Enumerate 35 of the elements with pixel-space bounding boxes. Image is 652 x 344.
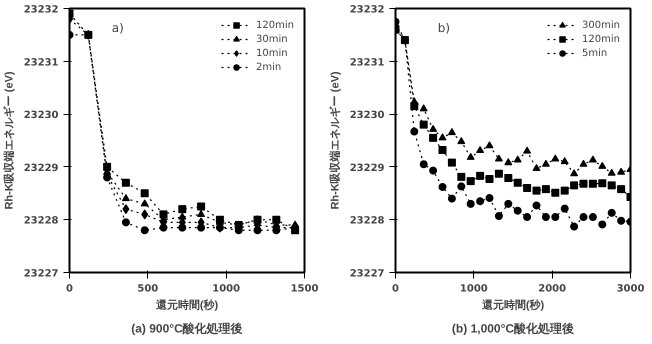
y-tick-label: 23230 — [350, 110, 385, 122]
y-axis-title: Rh-K吸収端エネルギー (eV) — [328, 71, 342, 210]
y-tick-label: 23230 — [24, 110, 59, 122]
x-tick-label: 500 — [137, 284, 158, 294]
x-tick-label: 1500 — [290, 284, 318, 294]
legend-label: 2min — [256, 60, 282, 74]
legend-label: 10min — [256, 46, 288, 60]
y-tick-label: 23229 — [350, 162, 385, 174]
text: (b) 1,000°C酸化処理後 — [452, 322, 574, 336]
y-tick-label: 23227 — [24, 268, 59, 280]
legend-label: 30min — [256, 32, 288, 46]
legend-label: 300min — [582, 18, 620, 32]
annotation: a) — [112, 20, 124, 35]
y-axis-title: Rh-K吸収端エネルギー (eV) — [2, 71, 16, 210]
y-tick-label: 23228 — [24, 216, 59, 227]
x-tick-label: 1000 — [212, 284, 240, 294]
x-axis-title: 還元時間(秒) — [154, 298, 218, 312]
y-tick-label: 23228 — [350, 216, 385, 227]
text: (a) 900°C酸化処理後 — [131, 322, 243, 336]
x-tick-label: 2000 — [538, 284, 566, 294]
annotation: b) — [438, 20, 450, 35]
y-tick-label: 23229 — [24, 162, 59, 174]
x-tick-label: 0 — [392, 284, 400, 294]
x-tick-label: 3000 — [616, 284, 644, 294]
x-tick-label: 0 — [66, 284, 74, 294]
y-tick-label: 23227 — [350, 268, 385, 280]
legend-label: 120min — [582, 32, 620, 46]
x-axis-title: 還元時間(秒) — [480, 298, 544, 312]
y-tick-label: 23232 — [350, 4, 385, 16]
y-tick-label: 23231 — [350, 57, 385, 68]
x-tick-label: 1000 — [460, 284, 488, 294]
y-tick-label: 23232 — [24, 4, 59, 16]
legend-label: 5min — [582, 46, 608, 60]
legend-label: 120min — [256, 18, 294, 32]
y-tick-label: 23231 — [24, 57, 59, 68]
